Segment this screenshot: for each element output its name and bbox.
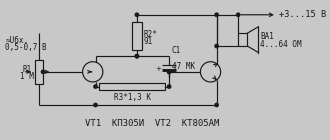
- Bar: [99, 83, 165, 90]
- Circle shape: [215, 103, 218, 107]
- Text: C1: C1: [172, 46, 181, 55]
- Text: 91: 91: [143, 37, 152, 46]
- Text: 47 МК: 47 МК: [172, 62, 195, 71]
- Text: R2*: R2*: [143, 30, 157, 39]
- Circle shape: [135, 55, 139, 58]
- Circle shape: [215, 44, 218, 48]
- Text: ≈Uбх.: ≈Uбх.: [5, 36, 28, 45]
- Circle shape: [82, 62, 103, 82]
- Text: 0,5-0,7 В: 0,5-0,7 В: [5, 43, 47, 52]
- Bar: [238, 33, 248, 46]
- Circle shape: [168, 70, 171, 74]
- Text: +3...15 В: +3...15 В: [279, 10, 326, 19]
- Text: R1: R1: [23, 65, 32, 74]
- Circle shape: [94, 85, 97, 88]
- Circle shape: [168, 70, 171, 74]
- Text: 1 М: 1 М: [20, 72, 34, 81]
- Circle shape: [94, 103, 97, 107]
- Circle shape: [200, 62, 221, 82]
- Text: BA1: BA1: [260, 32, 274, 41]
- Text: R3*1,3 К: R3*1,3 К: [114, 93, 151, 102]
- Circle shape: [135, 13, 139, 16]
- Circle shape: [168, 85, 171, 88]
- Bar: [35, 60, 44, 84]
- Circle shape: [237, 13, 240, 16]
- Text: +: +: [155, 66, 161, 72]
- Circle shape: [215, 13, 218, 16]
- Text: VT1  КП305И  VT2  КТ805АМ: VT1 КП305И VT2 КТ805АМ: [85, 119, 220, 128]
- Bar: [132, 22, 142, 50]
- Circle shape: [135, 55, 139, 58]
- Circle shape: [41, 70, 45, 74]
- Text: 4...64 ОМ: 4...64 ОМ: [260, 40, 302, 49]
